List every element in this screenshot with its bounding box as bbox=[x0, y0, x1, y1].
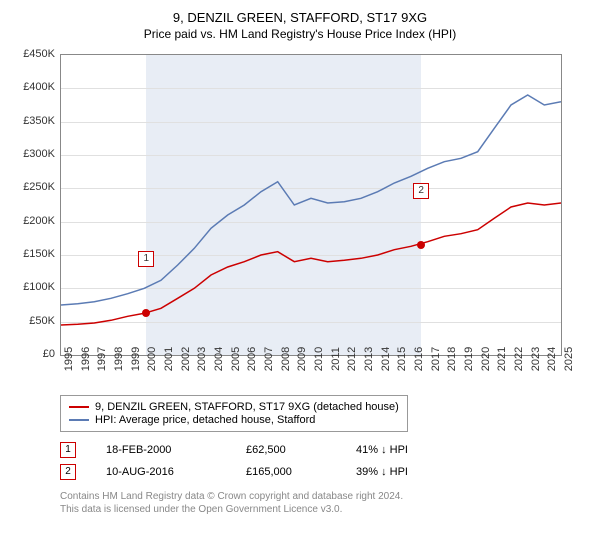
x-tick-label: 2010 bbox=[313, 347, 325, 371]
event-delta: 41% ↓ HPI bbox=[356, 444, 408, 456]
plot-region: 12 bbox=[60, 54, 562, 356]
event-price: £165,000 bbox=[246, 466, 326, 478]
y-tick-label: £400K bbox=[10, 81, 55, 93]
x-tick-label: 2001 bbox=[163, 347, 175, 371]
x-tick-label: 2005 bbox=[230, 347, 242, 371]
x-tick-label: 2023 bbox=[530, 347, 542, 371]
x-tick-label: 2025 bbox=[563, 347, 575, 371]
legend-item: HPI: Average price, detached house, Staf… bbox=[69, 414, 399, 426]
x-tick-label: 2003 bbox=[196, 347, 208, 371]
y-tick-label: £350K bbox=[10, 115, 55, 127]
y-tick-label: £100K bbox=[10, 281, 55, 293]
x-tick-label: 2018 bbox=[446, 347, 458, 371]
y-tick-label: £250K bbox=[10, 181, 55, 193]
x-tick-label: 2000 bbox=[146, 347, 158, 371]
x-tick-label: 2020 bbox=[480, 347, 492, 371]
x-tick-label: 2019 bbox=[463, 347, 475, 371]
attribution-line1: Contains HM Land Registry data © Crown c… bbox=[60, 490, 590, 503]
event-delta: 39% ↓ HPI bbox=[356, 466, 408, 478]
event-row: 2 10-AUG-2016 £165,000 39% ↓ HPI bbox=[60, 464, 590, 480]
legend-swatch bbox=[69, 406, 89, 408]
y-tick-label: £300K bbox=[10, 148, 55, 160]
series-hpi bbox=[61, 95, 561, 305]
x-tick-label: 2013 bbox=[363, 347, 375, 371]
x-tick-label: 2024 bbox=[546, 347, 558, 371]
x-tick-label: 2015 bbox=[396, 347, 408, 371]
y-tick-label: £450K bbox=[10, 48, 55, 60]
event-row: 1 18-FEB-2000 £62,500 41% ↓ HPI bbox=[60, 442, 590, 458]
x-tick-label: 1997 bbox=[96, 347, 108, 371]
event-row-marker: 1 bbox=[60, 442, 76, 458]
x-tick-label: 1996 bbox=[80, 347, 92, 371]
event-marker-label: 2 bbox=[413, 183, 429, 199]
x-tick-label: 1995 bbox=[63, 347, 75, 371]
x-tick-label: 2008 bbox=[280, 347, 292, 371]
x-tick-label: 2004 bbox=[213, 347, 225, 371]
x-tick-label: 2021 bbox=[496, 347, 508, 371]
x-tick-label: 2009 bbox=[296, 347, 308, 371]
chart-subtitle: Price paid vs. HM Land Registry's House … bbox=[10, 27, 590, 41]
chart-title: 9, DENZIL GREEN, STAFFORD, ST17 9XG bbox=[10, 10, 590, 25]
event-marker-dot bbox=[142, 309, 150, 317]
x-tick-label: 2006 bbox=[246, 347, 258, 371]
x-tick-label: 2017 bbox=[430, 347, 442, 371]
y-tick-label: £0 bbox=[10, 348, 55, 360]
line-series bbox=[61, 55, 561, 355]
x-tick-label: 2016 bbox=[413, 347, 425, 371]
x-tick-label: 2014 bbox=[380, 347, 392, 371]
x-tick-label: 1999 bbox=[130, 347, 142, 371]
attribution: Contains HM Land Registry data © Crown c… bbox=[60, 490, 590, 516]
event-marker-dot bbox=[417, 241, 425, 249]
x-tick-label: 2012 bbox=[346, 347, 358, 371]
event-row-marker: 2 bbox=[60, 464, 76, 480]
chart-area: £0 £50K £100K £150K £200K £250K £300K £350K £400… bbox=[10, 49, 570, 389]
y-tick-label: £50K bbox=[10, 315, 55, 327]
attribution-line2: This data is licensed under the Open Gov… bbox=[60, 503, 590, 516]
x-tick-label: 2022 bbox=[513, 347, 525, 371]
x-tick-label: 2002 bbox=[180, 347, 192, 371]
event-table: 1 18-FEB-2000 £62,500 41% ↓ HPI 2 10-AUG-2016… bbox=[60, 442, 590, 480]
event-price: £62,500 bbox=[246, 444, 326, 456]
y-tick-label: £200K bbox=[10, 215, 55, 227]
series-property bbox=[61, 203, 561, 325]
legend-item: 9, DENZIL GREEN, STAFFORD, ST17 9XG (det… bbox=[69, 401, 399, 413]
legend-swatch bbox=[69, 419, 89, 421]
event-marker-label: 1 bbox=[138, 251, 154, 267]
event-date: 10-AUG-2016 bbox=[106, 466, 216, 478]
legend: 9, DENZIL GREEN, STAFFORD, ST17 9XG (det… bbox=[60, 395, 408, 432]
x-tick-label: 2007 bbox=[263, 347, 275, 371]
event-date: 18-FEB-2000 bbox=[106, 444, 216, 456]
legend-text: 9, DENZIL GREEN, STAFFORD, ST17 9XG (det… bbox=[95, 401, 399, 413]
y-tick-label: £150K bbox=[10, 248, 55, 260]
x-tick-label: 1998 bbox=[113, 347, 125, 371]
legend-text: HPI: Average price, detached house, Staf… bbox=[95, 414, 315, 426]
x-tick-label: 2011 bbox=[330, 347, 342, 371]
